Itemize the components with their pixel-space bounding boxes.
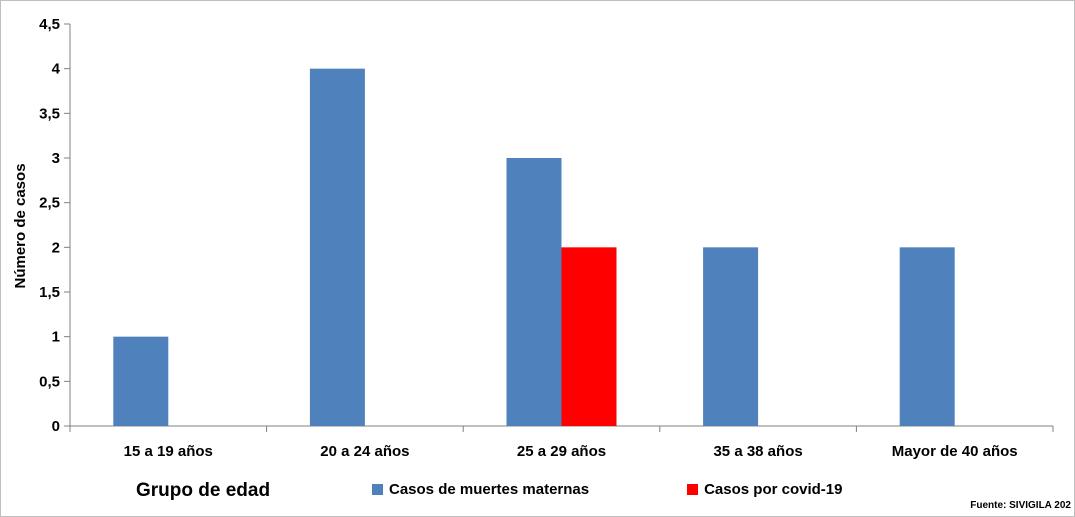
bar-maternal [113,336,169,426]
bars-group [113,68,955,427]
bar-maternal [309,68,365,427]
y-tick-label: 4 [52,61,61,78]
legend-label-covid: Casos por covid-19 [704,481,843,498]
legend-swatch-covid [687,484,699,495]
bar-maternal [899,247,955,426]
legend-label-maternal: Casos de muertes maternas [389,481,590,498]
source-note: Fuente: SIVIGILA 202 [970,500,1071,511]
x-axis-label: Grupo de edad [136,480,271,501]
x-tick-label: 20 a 24 años [320,443,409,460]
bar-chart-plot: 0 0,5 1 1,5 2 2,5 3 3,5 4 4,5 15 a 19 años 20 a 24… [12,16,1054,460]
legend: Casos de muertes maternas Casos por covi… [372,481,842,498]
legend-item-covid: Casos por covid-19 [687,481,842,498]
x-tick-label: 35 a 38 años [713,443,802,460]
legend-swatch-maternal [372,484,383,495]
y-axis: 0 0,5 1 1,5 2 2,5 3 3,5 4 4,5 [39,16,71,435]
y-tick-label: 2,5 [39,195,60,212]
x-tick-label: 25 a 29 años [517,443,606,460]
legend-item-maternal: Casos de muertes maternas [372,481,589,498]
y-tick-label: 4,5 [39,16,60,33]
y-tick-label: 3,5 [39,105,60,122]
y-tick-label: 3 [52,150,60,167]
bar-maternal [703,247,759,426]
y-tick-label: 2 [52,239,60,256]
x-tick-label: Mayor de 40 años [892,443,1018,460]
x-tick-label: 15 a 19 años [124,443,213,460]
y-axis-label: Número de casos [12,163,29,288]
bar-covid [561,247,617,426]
y-tick-label: 0 [52,418,60,435]
bar-maternal [506,158,562,426]
y-tick-label: 1 [52,329,60,346]
y-tick-label: 0,5 [39,373,60,390]
y-tick-label: 1,5 [39,284,60,301]
x-axis: 15 a 19 años 20 a 24 años 25 a 29 años 35 a… [69,425,1054,460]
